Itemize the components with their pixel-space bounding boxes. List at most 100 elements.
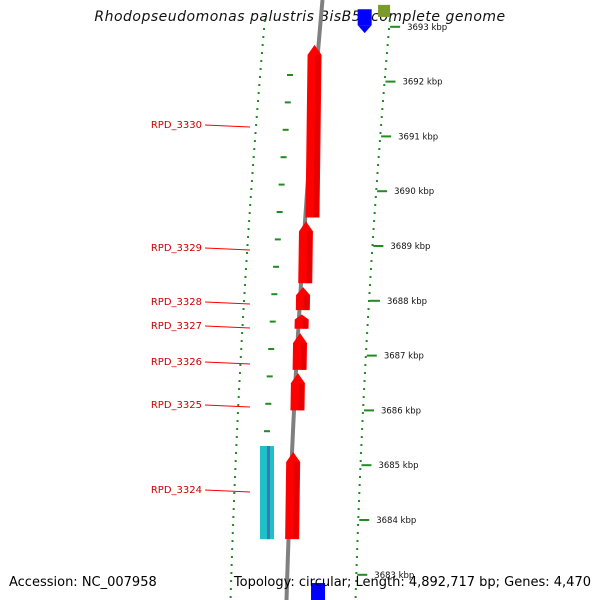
outer-tick-dot	[367, 308, 370, 310]
inner-tick-dot	[250, 180, 253, 182]
gene-arrow-shade	[306, 231, 312, 284]
gene-arrow-shade	[293, 462, 300, 540]
outer-tick-dot	[377, 164, 380, 166]
gene-arrow-shade	[300, 343, 307, 370]
scale-label-layer: 3693 kbp 3692 kbp 3691 kbp 3690 kbp 3689 kbp…	[357, 23, 447, 581]
scale-label: 3690 kbp	[394, 187, 434, 197]
inner-tick-dot	[236, 428, 239, 430]
inner-tick-dot	[235, 452, 238, 454]
inner-tick-dot	[246, 244, 249, 246]
inner-tick-dot	[247, 236, 250, 238]
inner-tick-dot	[244, 268, 247, 270]
inner-tick-dot	[244, 276, 247, 278]
outer-tick-dot	[361, 428, 364, 430]
inner-tick-dot	[237, 404, 240, 406]
outer-tick-dot	[358, 484, 361, 486]
inner-tick-dot	[248, 212, 251, 214]
outer-tick-dot	[356, 532, 359, 534]
accession-text: Accession: NC_007958	[9, 575, 157, 590]
inner-tick-dot	[233, 476, 236, 478]
gene-label: RPD_3326	[151, 357, 202, 368]
outer-tick-dot	[368, 292, 371, 294]
outer-tick-dot	[381, 108, 384, 110]
inner-tick-dot	[249, 196, 252, 198]
outer-tick-dot	[363, 372, 366, 374]
outer-tick-dot	[360, 436, 363, 438]
inner-tick-dot	[232, 524, 235, 526]
green-feature	[378, 4, 391, 17]
inner-tick-dot	[243, 300, 245, 302]
inner-tick-dot	[229, 588, 232, 590]
outer-tick-dot	[386, 44, 389, 46]
gene-arrow-shade	[313, 54, 321, 218]
blue-feature	[311, 583, 326, 600]
gene-leader-line	[204, 124, 251, 128]
inner-tick-dot	[237, 396, 240, 398]
inner-tick-dot	[257, 92, 260, 94]
outer-tick-dot	[380, 124, 383, 126]
blue-feature-arrowhead	[357, 25, 372, 34]
inner-tick-dot	[245, 260, 248, 262]
inner-tick-dot	[235, 436, 238, 438]
outer-tick-dot	[388, 28, 391, 30]
inner-tick-dot	[232, 508, 235, 510]
inner-tick-dot	[260, 52, 263, 54]
inner-tick-dot	[259, 68, 262, 70]
gene-leader-line	[204, 301, 251, 305]
scale-label: 3687 kbp	[384, 352, 424, 362]
inner-tick-dot	[231, 548, 234, 550]
gene-arrow-shade	[303, 295, 310, 311]
outer-tick-dot	[378, 140, 381, 142]
inner-tick-dot	[251, 172, 254, 174]
inner-tick-dot	[253, 148, 256, 150]
gene-leader-line	[204, 325, 251, 329]
inner-tick-dot	[263, 28, 266, 30]
outer-tick-dot	[368, 300, 370, 302]
outer-tick-dot	[376, 172, 379, 174]
scale-label: 3688 kbp	[387, 297, 427, 307]
inner-tick-dot	[230, 556, 233, 558]
outer-tick-dot	[388, 20, 391, 22]
outer-tick-dot	[358, 492, 361, 494]
inner-tick-dot	[263, 20, 266, 22]
topology-text: Topology: circular; Length: 4,892,717 bp…	[233, 575, 591, 590]
outer-tick-dot	[355, 572, 358, 574]
outer-tick-dot	[354, 596, 357, 598]
gene-label: RPD_3325	[151, 400, 202, 411]
inner-tick-dot	[234, 468, 237, 470]
outer-tick-dot	[356, 548, 359, 550]
inner-tick-dot	[231, 540, 234, 542]
outer-tick-dot	[357, 508, 360, 510]
inner-tick-dot	[234, 460, 237, 462]
outer-tick-dot	[354, 588, 357, 590]
outer-tick-dot	[366, 332, 369, 334]
inner-tick-dot	[260, 60, 263, 62]
feature-layer	[260, 4, 391, 600]
inner-tick-dot	[243, 284, 246, 286]
outer-tick-dot	[372, 236, 375, 238]
outer-tick-dot	[365, 340, 368, 342]
inner-tick-dot	[238, 372, 241, 374]
inner-tick-dot	[230, 572, 233, 574]
outer-tick-dot	[355, 564, 358, 566]
outer-tick-dot	[382, 92, 385, 94]
inner-tick-dot	[231, 532, 234, 534]
outer-tick-dot	[369, 276, 372, 278]
inner-tick-dot	[233, 500, 235, 502]
inner-tick-dot	[250, 188, 253, 190]
blue-feature	[357, 9, 372, 26]
gene-leader-line	[204, 247, 251, 251]
scale-label: 3693 kbp	[407, 23, 447, 33]
inner-tick-dot	[243, 292, 246, 294]
inner-tick-dot	[232, 516, 235, 518]
outer-tick-dot	[362, 404, 365, 406]
inner-tick-dot	[249, 204, 252, 206]
outer-tick-dot	[378, 148, 381, 150]
outer-tick-dot	[385, 60, 388, 62]
outer-tick-dot	[363, 380, 366, 382]
outer-tick-dot	[375, 188, 378, 190]
outer-tick-dot	[360, 444, 363, 446]
inner-tick-dot	[257, 100, 259, 102]
inner-tick-dot	[238, 388, 241, 390]
inner-tick-dot	[240, 348, 243, 350]
